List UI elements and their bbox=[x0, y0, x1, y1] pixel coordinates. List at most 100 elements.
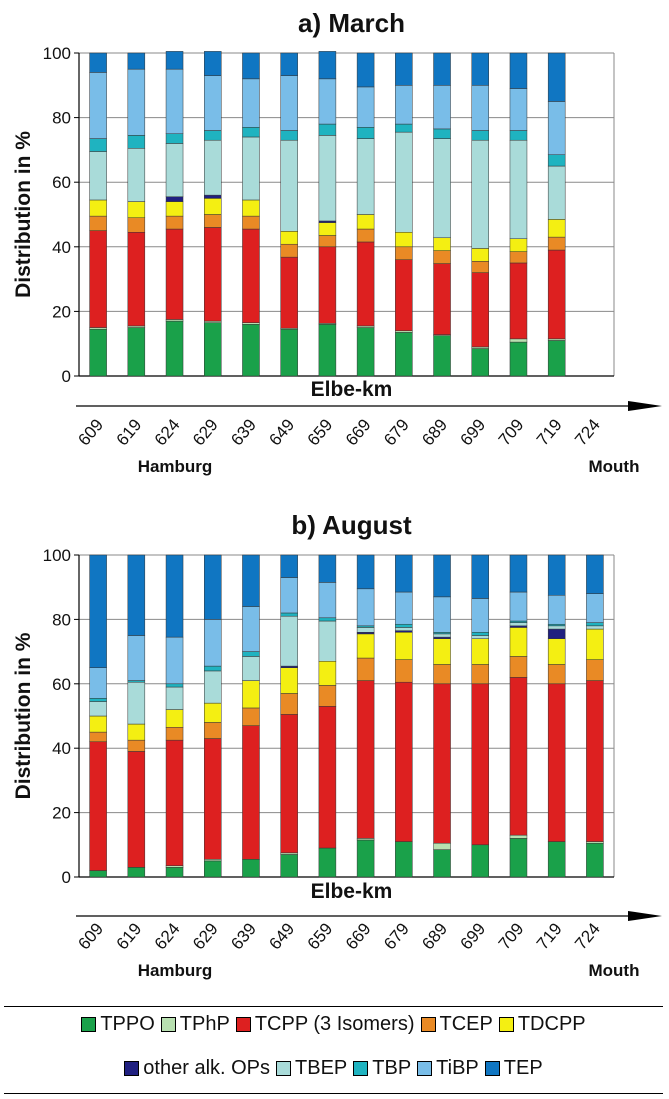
bar-segment-tbep bbox=[242, 136, 260, 201]
bar-segment-tbep bbox=[318, 135, 337, 222]
bar-segment-other bbox=[165, 196, 184, 202]
bar-segment-tdcpp bbox=[586, 628, 604, 660]
bar-segment-tep bbox=[471, 554, 489, 599]
bar-segment-tcep bbox=[471, 261, 489, 273]
bar-segment-tbp bbox=[318, 123, 337, 136]
legend-swatch bbox=[417, 1061, 433, 1076]
x-tick-label: 689 bbox=[418, 415, 451, 449]
bar-segment-tep bbox=[356, 52, 375, 88]
legend-label: TCPP (3 Isomers) bbox=[254, 1013, 415, 1035]
bar-segment-tibp bbox=[318, 78, 337, 125]
bar-segment-tep bbox=[356, 554, 375, 590]
bar-segment-tep bbox=[204, 51, 222, 76]
bar-segment-tbep bbox=[127, 681, 146, 725]
bar-segment-tibp bbox=[586, 593, 604, 623]
legend-label: TiBP bbox=[436, 1057, 479, 1079]
bar-segment-tdcpp bbox=[318, 661, 337, 686]
arrow-head-icon bbox=[628, 401, 662, 411]
bar-segment-tibp bbox=[165, 68, 184, 134]
bar-segment-tcpp bbox=[242, 228, 260, 323]
bar-segment-tibp bbox=[204, 75, 222, 131]
bar-segment-tdcpp bbox=[356, 214, 375, 230]
bar-segment-tppo bbox=[89, 328, 107, 377]
x-tick-label: 679 bbox=[380, 415, 413, 449]
bar-segment-tppo bbox=[433, 335, 451, 377]
bar-segment-tbp bbox=[204, 665, 222, 672]
x-axis-label: Elbe-km bbox=[311, 880, 393, 903]
bar-segment-tppo bbox=[318, 847, 337, 878]
bar-segment-tcep bbox=[280, 243, 298, 258]
bar-segment-tep bbox=[127, 554, 146, 636]
bar-segment-tibp bbox=[433, 85, 451, 130]
bar-segment-tcep bbox=[242, 215, 260, 230]
x-tick-label: 724 bbox=[571, 919, 604, 953]
bar-segment-tbp bbox=[242, 127, 260, 138]
bar-segment-tcpp bbox=[509, 677, 528, 836]
bar-segment-tdcpp bbox=[280, 231, 298, 245]
bar-segment-tep bbox=[242, 52, 260, 80]
x-tick-label: 619 bbox=[113, 415, 146, 449]
x-tick-label: 609 bbox=[74, 415, 107, 449]
bar-segment-tcep bbox=[433, 250, 451, 264]
bar-segment-tppo bbox=[89, 870, 107, 878]
bar-segment-tbep bbox=[89, 151, 107, 201]
bar-segment-tdcpp bbox=[547, 638, 566, 665]
legend-label: TEP bbox=[503, 1057, 543, 1079]
bar-segment-tppo bbox=[318, 324, 337, 377]
bar-segment-tbep bbox=[89, 701, 107, 717]
bar-segment-tibp bbox=[395, 591, 413, 625]
bar-segment-tcep bbox=[395, 659, 413, 683]
legend-item-tbep: TBEP bbox=[276, 1057, 347, 1080]
bar-segment-tbp bbox=[433, 128, 451, 139]
bar-segment-tbp bbox=[204, 130, 222, 141]
x-tick-label: 639 bbox=[227, 415, 260, 449]
bar-segment-tibp bbox=[89, 72, 107, 139]
x-tick-label: 649 bbox=[265, 415, 298, 449]
legend-item-tppo: TPPO bbox=[81, 1013, 155, 1036]
bar-segment-tcep bbox=[280, 693, 298, 715]
bar-segment-tcpp bbox=[318, 706, 337, 849]
bar-segment-tbep bbox=[433, 633, 451, 638]
bar-segment-tibp bbox=[242, 606, 260, 652]
x-tick-label: 699 bbox=[457, 415, 490, 449]
legend-swatch bbox=[420, 1017, 436, 1032]
bar-segment-tcpp bbox=[204, 227, 222, 322]
bar-segment-tcep bbox=[547, 664, 566, 685]
bar-segment-tcpp bbox=[547, 249, 566, 340]
bar-segment-tcep bbox=[471, 664, 489, 685]
bar-segment-tppo bbox=[433, 849, 451, 878]
bar-segment-tppo bbox=[395, 841, 413, 878]
bar-segment-other bbox=[547, 628, 566, 639]
x-tick-label: 629 bbox=[189, 415, 222, 449]
bar-segment-tep bbox=[433, 52, 451, 86]
y-tick-label: 100 bbox=[43, 546, 71, 565]
bar-segment-tcpp bbox=[433, 263, 451, 335]
bar-segment-tcep bbox=[509, 656, 528, 678]
x-tick-label: 624 bbox=[151, 415, 184, 449]
legend-item-tcpp: TCPP (3 Isomers) bbox=[235, 1013, 415, 1036]
y-tick-label: 0 bbox=[62, 868, 71, 887]
bar-segment-tdcpp bbox=[471, 248, 489, 262]
y-tick-label: 80 bbox=[52, 109, 71, 128]
bar-segment-tep bbox=[165, 554, 184, 638]
annotation-mouth: Mouth bbox=[589, 961, 640, 980]
bar-segment-tcep bbox=[127, 739, 146, 752]
x-tick-label: 639 bbox=[227, 919, 260, 953]
bar-segment-tep bbox=[509, 554, 528, 593]
bar-segment-tibp bbox=[127, 635, 146, 681]
bar-segment-tbep bbox=[204, 670, 222, 704]
bar-segment-tdcpp bbox=[89, 199, 107, 217]
bar-segment-tibp bbox=[89, 667, 107, 699]
x-tick-label: 669 bbox=[342, 919, 375, 953]
bar-segment-tppo bbox=[509, 838, 528, 878]
annotation-hamburg: Hamburg bbox=[138, 457, 213, 476]
bar-segment-tcep bbox=[89, 215, 107, 231]
bar-segment-tep bbox=[318, 554, 337, 583]
bar-segment-tibp bbox=[471, 85, 489, 131]
legend-label: TBP bbox=[372, 1057, 412, 1079]
y-axis-label: Distribution in % bbox=[12, 131, 35, 298]
bar-segment-tcpp bbox=[471, 683, 489, 846]
bar-segment-tppo bbox=[356, 839, 375, 878]
x-tick-label: 649 bbox=[265, 919, 298, 953]
legend-row: TPPO TPhP TCPP (3 Isomers) TCEP TDCPP bbox=[4, 1013, 663, 1036]
